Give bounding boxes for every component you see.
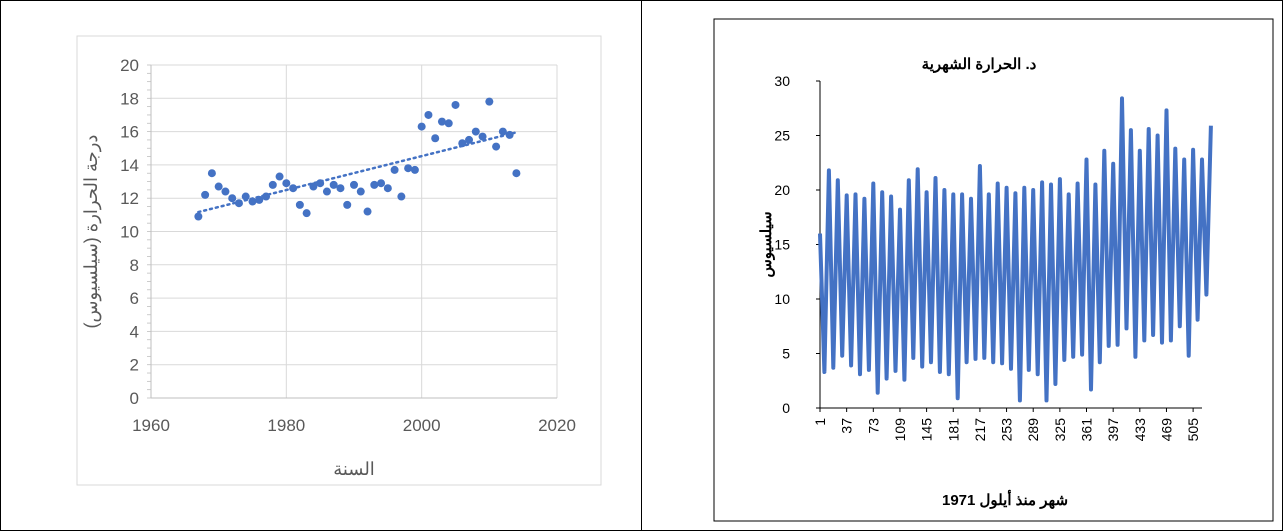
- data-point: [471, 127, 480, 136]
- data-point: [478, 132, 487, 141]
- x-tick-label: 253: [999, 418, 1015, 442]
- y-tick-label: 20: [774, 182, 790, 198]
- x-tick-label: 1: [812, 418, 828, 426]
- y-axis-title: درجة الحرارة (سيلسيوس): [81, 135, 102, 329]
- x-tick-label: 397: [1105, 418, 1121, 442]
- x-tick-label: 361: [1079, 418, 1095, 442]
- data-point: [282, 179, 291, 188]
- x-tick-label: 181: [945, 418, 961, 442]
- data-point: [336, 184, 345, 193]
- y-tick-label: 18: [120, 89, 139, 108]
- x-tick-label: 289: [1025, 418, 1041, 442]
- data-point: [275, 172, 284, 181]
- data-point: [370, 180, 379, 189]
- data-point: [410, 165, 419, 174]
- y-tick-label: 4: [130, 322, 139, 341]
- data-point: [302, 209, 311, 218]
- annual-temperature-scatter-chart: 0 2 4 6 8 10 12 14 16 18 20 1960 1980 2000 2020 السنة در…: [76, 35, 602, 486]
- y-tick-label: 10: [774, 291, 790, 307]
- x-tick-label: 109: [892, 418, 908, 442]
- y-tick-label: 10: [120, 223, 139, 242]
- data-point: [248, 197, 257, 206]
- x-axis-title: شهر منذ أيلول 1971: [942, 489, 1068, 509]
- data-point: [397, 192, 406, 201]
- x-tick-label: 505: [1185, 418, 1201, 442]
- x-tick-label: 2020: [538, 416, 576, 435]
- data-point: [343, 200, 352, 209]
- data-point: [309, 182, 318, 191]
- x-tick-label: 2000: [403, 416, 441, 435]
- data-point: [363, 207, 372, 216]
- x-tick-label: 145: [919, 418, 935, 442]
- y-tick-label: 14: [120, 156, 139, 175]
- x-tick-label: 73: [865, 418, 881, 434]
- data-point: [295, 200, 304, 209]
- x-tick-label: 217: [972, 418, 988, 442]
- data-point: [431, 134, 440, 143]
- x-tick-label: 1980: [267, 416, 305, 435]
- y-tick-label: 0: [130, 389, 139, 408]
- y-tick-label: 8: [130, 256, 139, 275]
- data-point: [424, 110, 433, 119]
- data-point: [228, 194, 237, 203]
- data-point: [356, 187, 365, 196]
- data-point: [377, 179, 386, 188]
- data-point: [316, 179, 325, 188]
- data-point: [221, 187, 230, 196]
- data-point: [268, 180, 277, 189]
- data-point: [498, 127, 507, 136]
- y-tick-label: 2: [130, 356, 139, 375]
- data-point: [451, 100, 460, 109]
- data-point: [289, 184, 298, 193]
- right-table-cell: 0 5 10 15 20 25 30 1 37 73 109 145 181 217 253 289 325 36…: [641, 0, 1283, 531]
- left-table-cell: 0 2 4 6 8 10 12 14 16 18 20 1960 1980 2000 2020 السنة در…: [0, 0, 642, 531]
- y-tick-label: 15: [774, 237, 790, 253]
- y-tick-label: 25: [774, 128, 790, 144]
- data-point: [512, 169, 521, 178]
- data-point: [207, 169, 216, 178]
- x-tick-label: 469: [1158, 418, 1174, 442]
- y-tick-label: 12: [120, 189, 139, 208]
- data-point: [234, 199, 243, 208]
- data-point: [404, 164, 413, 173]
- data-point: [255, 195, 264, 204]
- data-point: [350, 180, 358, 189]
- data-point: [505, 130, 514, 139]
- monthly-temperature-line-chart: 0 5 10 15 20 25 30 1 37 73 109 145 181 217 253 289 325 36…: [713, 18, 1274, 522]
- data-point: [485, 97, 494, 106]
- data-point: [383, 184, 392, 193]
- data-point: [390, 165, 399, 174]
- y-tick-label: 16: [120, 123, 139, 142]
- data-point: [241, 192, 250, 201]
- y-axis-title: سيلسيوس: [758, 211, 775, 277]
- data-point: [329, 180, 338, 189]
- x-tick-label: 433: [1132, 418, 1148, 442]
- x-tick-label: 37: [839, 418, 855, 434]
- y-tick-label: 5: [782, 346, 790, 362]
- data-point: [458, 139, 467, 148]
- data-point: [214, 182, 223, 191]
- data-point: [194, 212, 203, 221]
- data-point: [201, 190, 210, 199]
- data-point: [322, 187, 331, 196]
- y-tick-label: 0: [782, 400, 790, 416]
- y-tick-label: 6: [130, 289, 139, 308]
- series-line: [818, 96, 1213, 403]
- y-tick-label: 20: [120, 56, 139, 75]
- x-tick-label: 325: [1052, 418, 1068, 442]
- data-point: [465, 135, 474, 144]
- chart-title: د. الحرارة الشهرية: [922, 56, 1037, 73]
- data-point: [417, 122, 426, 131]
- x-axis-title: السنة: [333, 459, 375, 479]
- data-point: [437, 117, 446, 126]
- x-tick-label: 1960: [132, 416, 170, 435]
- data-point: [492, 142, 501, 151]
- y-tick-label: 30: [774, 73, 790, 89]
- data-point: [444, 119, 453, 128]
- chart-area-border: [76, 35, 602, 486]
- data-point: [262, 192, 271, 201]
